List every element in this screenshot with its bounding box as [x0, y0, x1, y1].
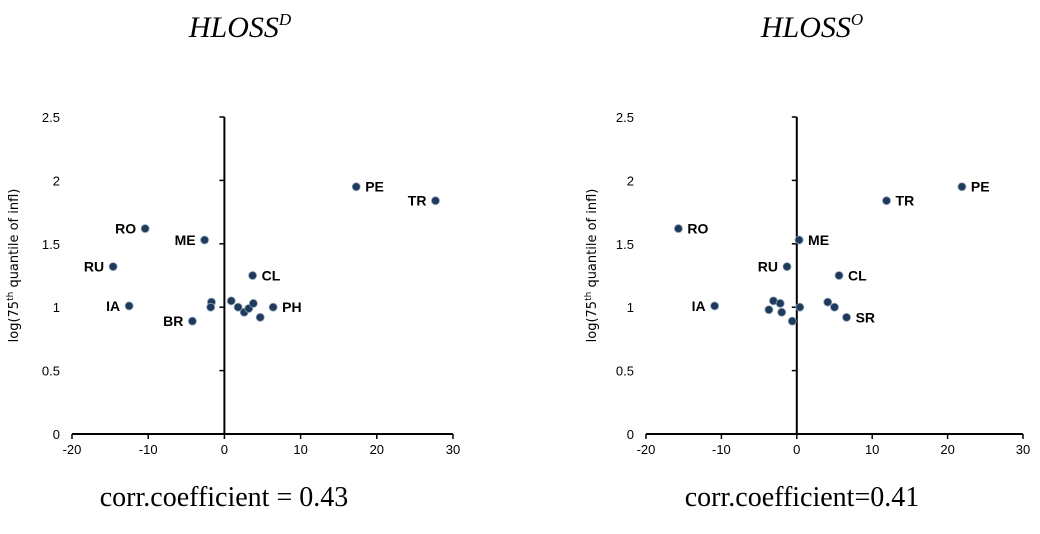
panel-2-y-tick-label: 0.5	[616, 364, 634, 379]
panel-2-point	[882, 196, 891, 206]
panel-1-point	[268, 302, 278, 312]
panel-1-point-label: CL	[262, 268, 281, 284]
panel-1-point	[124, 301, 134, 311]
panel-2-point-label: ME	[808, 232, 829, 248]
panel-1-point-label: RO	[115, 221, 136, 237]
panel-2-x-tick-label: 10	[865, 442, 879, 457]
panel-1-point	[248, 298, 258, 308]
panel-2-point	[842, 312, 851, 322]
panel-2-point	[782, 262, 792, 272]
panel-2-point-label: CL	[848, 268, 867, 284]
panel-1-y-tick-label: 2.5	[42, 110, 60, 125]
panel-2-title-sup: O	[850, 10, 864, 29]
panel-2-point	[787, 316, 797, 326]
panel-1-point-label: PE	[365, 179, 384, 195]
panel-2-x-tick-label: -10	[712, 442, 731, 457]
panel-2-point	[710, 301, 720, 311]
panel-2-point	[775, 298, 785, 308]
panel-2-y-tick-label: 1.5	[616, 237, 634, 252]
panel-1-x-tick-label: 0	[221, 442, 228, 457]
panel-1-point	[233, 302, 243, 312]
panel-2-y-tick-label: 0	[627, 427, 634, 442]
panel-2-point-label: TR	[896, 193, 915, 209]
panel-1-point-label: BR	[163, 313, 183, 329]
panel-1-point	[200, 235, 209, 245]
panel-1-point	[248, 271, 257, 280]
panel-1-y-tick-label: 0.5	[42, 364, 60, 379]
panel-1-point	[187, 316, 197, 326]
panel-1-x-tick-label: -20	[63, 442, 82, 457]
panel-2-point	[830, 302, 839, 312]
panel-2-point	[794, 235, 804, 245]
panel-2-x-tick-label: 30	[1016, 442, 1030, 457]
panel-1-point-label: ME	[175, 232, 196, 248]
panel-2-point-label: RU	[758, 259, 778, 275]
panel-1-title-sup: D	[278, 10, 292, 29]
panel-1-point-label: PH	[282, 299, 301, 315]
panel-1-point	[226, 296, 236, 306]
panel-1-y-axis-label: log(75th quantile of infl)	[6, 189, 22, 343]
panel-2-point	[957, 182, 967, 192]
panel-1-point-label: TR	[408, 193, 427, 209]
panel-1-x-tick-label: 10	[293, 442, 307, 457]
panel-2-point	[674, 224, 683, 233]
panel-1-point	[206, 302, 216, 312]
panel-2-point	[795, 302, 805, 312]
panel-1-y-tick-label: 1.5	[42, 237, 60, 252]
panel-1-point-label: IA	[106, 298, 120, 314]
panel-2-y-tick-label: 2	[627, 173, 634, 188]
panel-1-point	[351, 182, 361, 192]
panel-2-point	[834, 271, 844, 280]
panel-1-point	[431, 196, 440, 206]
panel-1-point	[108, 262, 118, 272]
panel-2-title-base: HLOSS	[760, 11, 851, 44]
panel-2-corr-coefficient: corr.coefficient=0.41	[684, 482, 920, 513]
panel-1-title: HLOSSD	[90, 10, 390, 45]
panel-1-corr-coefficient: corr.coefficient = 0.43	[99, 482, 349, 513]
panel-2-point-label: IA	[692, 298, 706, 314]
panel-1-x-tick-label: -10	[139, 442, 158, 457]
panel-2-y-tick-label: 2.5	[616, 110, 634, 125]
panel-2-point	[823, 297, 833, 307]
panel-1-x-tick-label: 30	[446, 442, 460, 457]
panel-2-point	[777, 307, 787, 317]
panel-2-x-tick-label: -20	[637, 442, 656, 457]
panel-1-y-tick-label: 2	[53, 173, 60, 188]
panel-2-point-label: RO	[687, 221, 708, 237]
panel-2-x-tick-label: 0	[793, 442, 800, 457]
panel-1-y-tick-label: 0	[53, 427, 60, 442]
panel-1-y-tick-label: 1	[53, 300, 60, 315]
panel-2-y-tick-label: 1	[627, 300, 634, 315]
panel-1-title-base: HLOSS	[188, 11, 279, 44]
panel-1-point	[255, 312, 265, 322]
panel-2-point-label: SR	[856, 309, 875, 325]
panel-1-x-tick-label: 20	[370, 442, 384, 457]
panel-2-y-axis-label: log(75th quantile of infl)	[584, 189, 600, 343]
panel-2-point-label: PE	[971, 179, 990, 195]
panel-2-x-tick-label: 20	[940, 442, 954, 457]
panel-2-point	[764, 305, 774, 315]
panel-2-title: HLOSSO	[662, 10, 962, 45]
panel-1-point-label: RU	[84, 259, 104, 275]
panel-1-point	[140, 224, 150, 233]
